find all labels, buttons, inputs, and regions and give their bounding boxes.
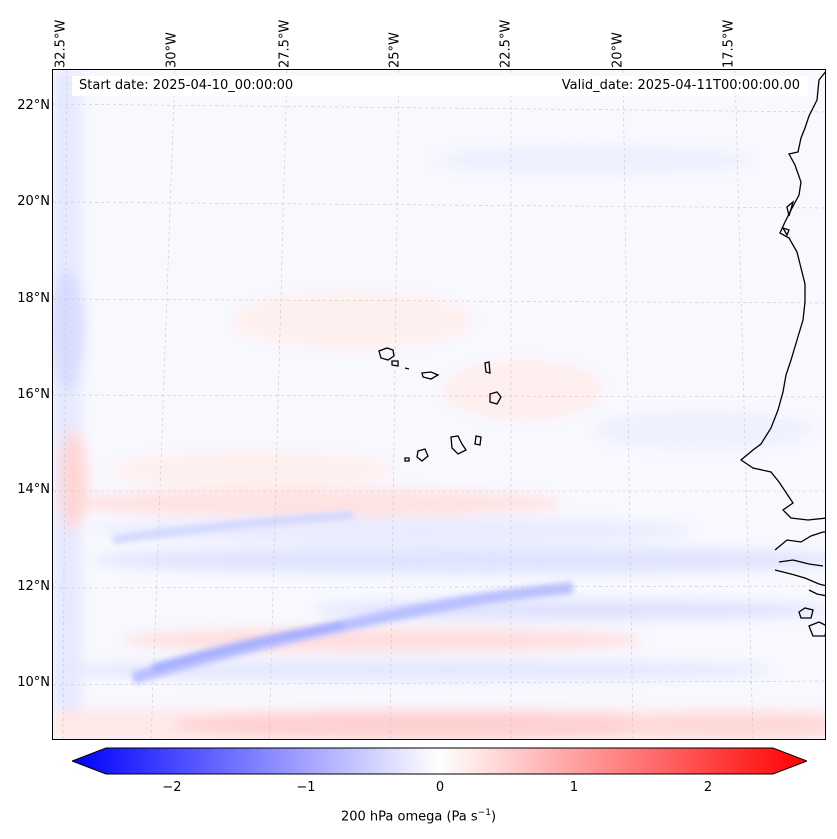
lat-label-10n: 10°N <box>17 675 50 690</box>
lon-label-22-5w: 22.5°W <box>498 19 514 68</box>
date-banner: Start date: 2025-04-10_00:00:00 Valid_da… <box>72 76 808 96</box>
cape-verde-islands <box>378 347 502 462</box>
african-coastline <box>739 71 825 637</box>
lat-label-18n: 18°N <box>17 291 50 306</box>
colorbar-tick-label: 1 <box>569 780 579 795</box>
colorbar-tick-label: 2 <box>703 780 713 795</box>
lat-label-14n: 14°N <box>17 482 50 497</box>
colorbar-tick-label: −1 <box>296 780 316 795</box>
map-field-layer <box>53 70 825 739</box>
omega-field <box>53 70 825 739</box>
lat-label-12n: 12°N <box>17 579 50 594</box>
lon-label-32-5w: 32.5°W <box>53 19 69 68</box>
omega-map <box>52 69 826 740</box>
lat-label-16n: 16°N <box>17 387 50 402</box>
lat-label-22n: 22°N <box>17 98 50 113</box>
lon-label-20w: 20°W <box>610 32 626 68</box>
graticule <box>53 70 825 739</box>
lon-label-17-5w: 17.5°W <box>721 19 737 68</box>
lon-label-30w: 30°W <box>164 32 180 68</box>
start-date-label: Start date: 2025-04-10_00:00:00 <box>79 78 294 93</box>
omega-band-strong <box>112 511 574 684</box>
lon-label-25w: 25°W <box>387 32 403 68</box>
valid-date-label: Valid_date: 2025-04-11T00:00:00.00 <box>561 78 800 93</box>
colorbar-tick-label: 0 <box>435 780 445 795</box>
lat-label-20n: 20°N <box>17 194 50 209</box>
lon-label-27-5w: 27.5°W <box>277 19 293 68</box>
colorbar <box>72 747 807 775</box>
colorbar-tick-label: −2 <box>162 780 182 795</box>
colorbar-ramp <box>72 747 807 775</box>
colorbar-title: 200 hPa omega (Pa s−1) <box>340 808 497 825</box>
